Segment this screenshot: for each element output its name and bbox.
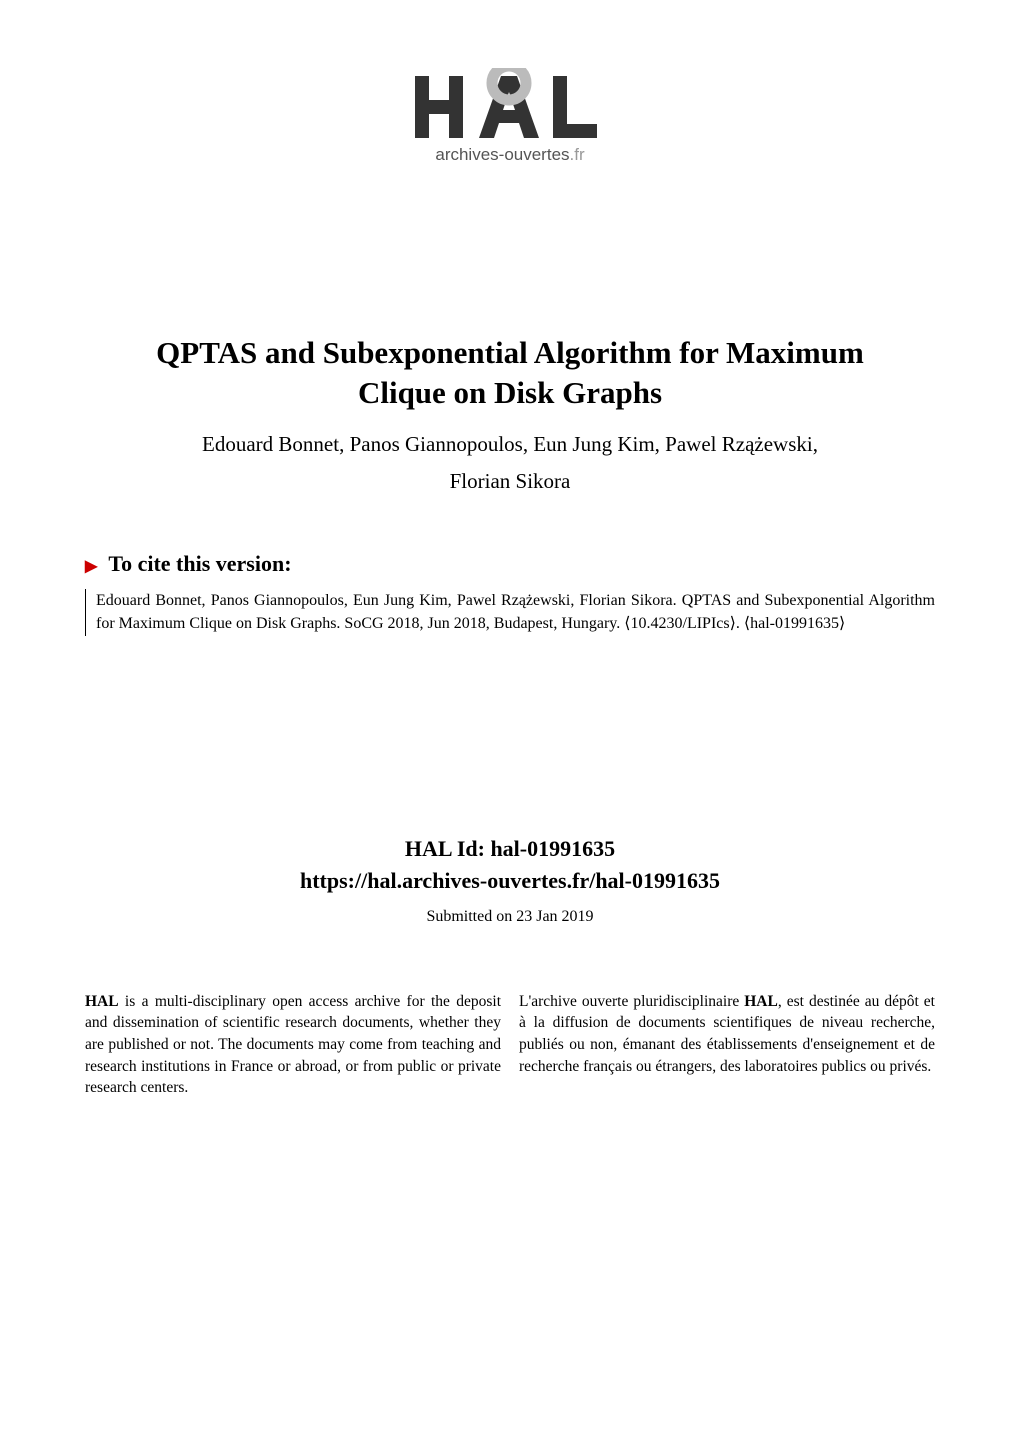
hal-bold-left: HAL <box>85 993 119 1010</box>
authors-line-1: Edouard Bonnet, Panos Giannopoulos, Eun … <box>0 426 1020 464</box>
column-right: L'archive ouverte pluridisciplinaire HAL… <box>519 991 935 1099</box>
hal-logo-block: archives-ouvertes.fr <box>0 0 1020 173</box>
title-line-1: QPTAS and Subexponential Algorithm for M… <box>156 335 864 370</box>
hal-logo-svg: archives-ouvertes.fr <box>405 68 615 168</box>
title-line-2: Clique on Disk Graphs <box>60 373 960 413</box>
description-columns: HAL is a multi-disciplinary open access … <box>0 991 1020 1099</box>
authors-block: Edouard Bonnet, Panos Giannopoulos, Eun … <box>0 426 1020 502</box>
cite-body: Edouard Bonnet, Panos Giannopoulos, Eun … <box>85 589 935 635</box>
cite-header-text: To cite this version: <box>108 551 291 576</box>
triangle-icon: ▶ <box>85 556 97 576</box>
hal-id-section: HAL Id: hal-01991635 https://hal.archive… <box>0 836 1020 926</box>
cite-doi: ⟨10.4230/LIPIcs⟩. ⟨hal-01991635⟩ <box>624 615 845 632</box>
left-text: is a multi-disciplinary open access arch… <box>85 993 501 1097</box>
right-prefix: L'archive ouverte pluridisciplinaire <box>519 993 744 1010</box>
authors-line-2: Florian Sikora <box>0 463 1020 501</box>
column-left: HAL is a multi-disciplinary open access … <box>85 991 501 1099</box>
cite-section: ▶ To cite this version: Edouard Bonnet, … <box>0 551 1020 635</box>
hal-url[interactable]: https://hal.archives-ouvertes.fr/hal-019… <box>0 868 1020 894</box>
hal-logo: archives-ouvertes.fr <box>405 68 615 173</box>
hal-bold-right: HAL <box>744 993 778 1010</box>
svg-text:archives-ouvertes.fr: archives-ouvertes.fr <box>435 145 585 164</box>
cite-header: ▶ To cite this version: <box>85 551 935 577</box>
hal-id-label: HAL Id: hal-01991635 <box>0 836 1020 862</box>
paper-title: QPTAS and Subexponential Algorithm for M… <box>0 333 1020 414</box>
submitted-date: Submitted on 23 Jan 2019 <box>0 908 1020 926</box>
